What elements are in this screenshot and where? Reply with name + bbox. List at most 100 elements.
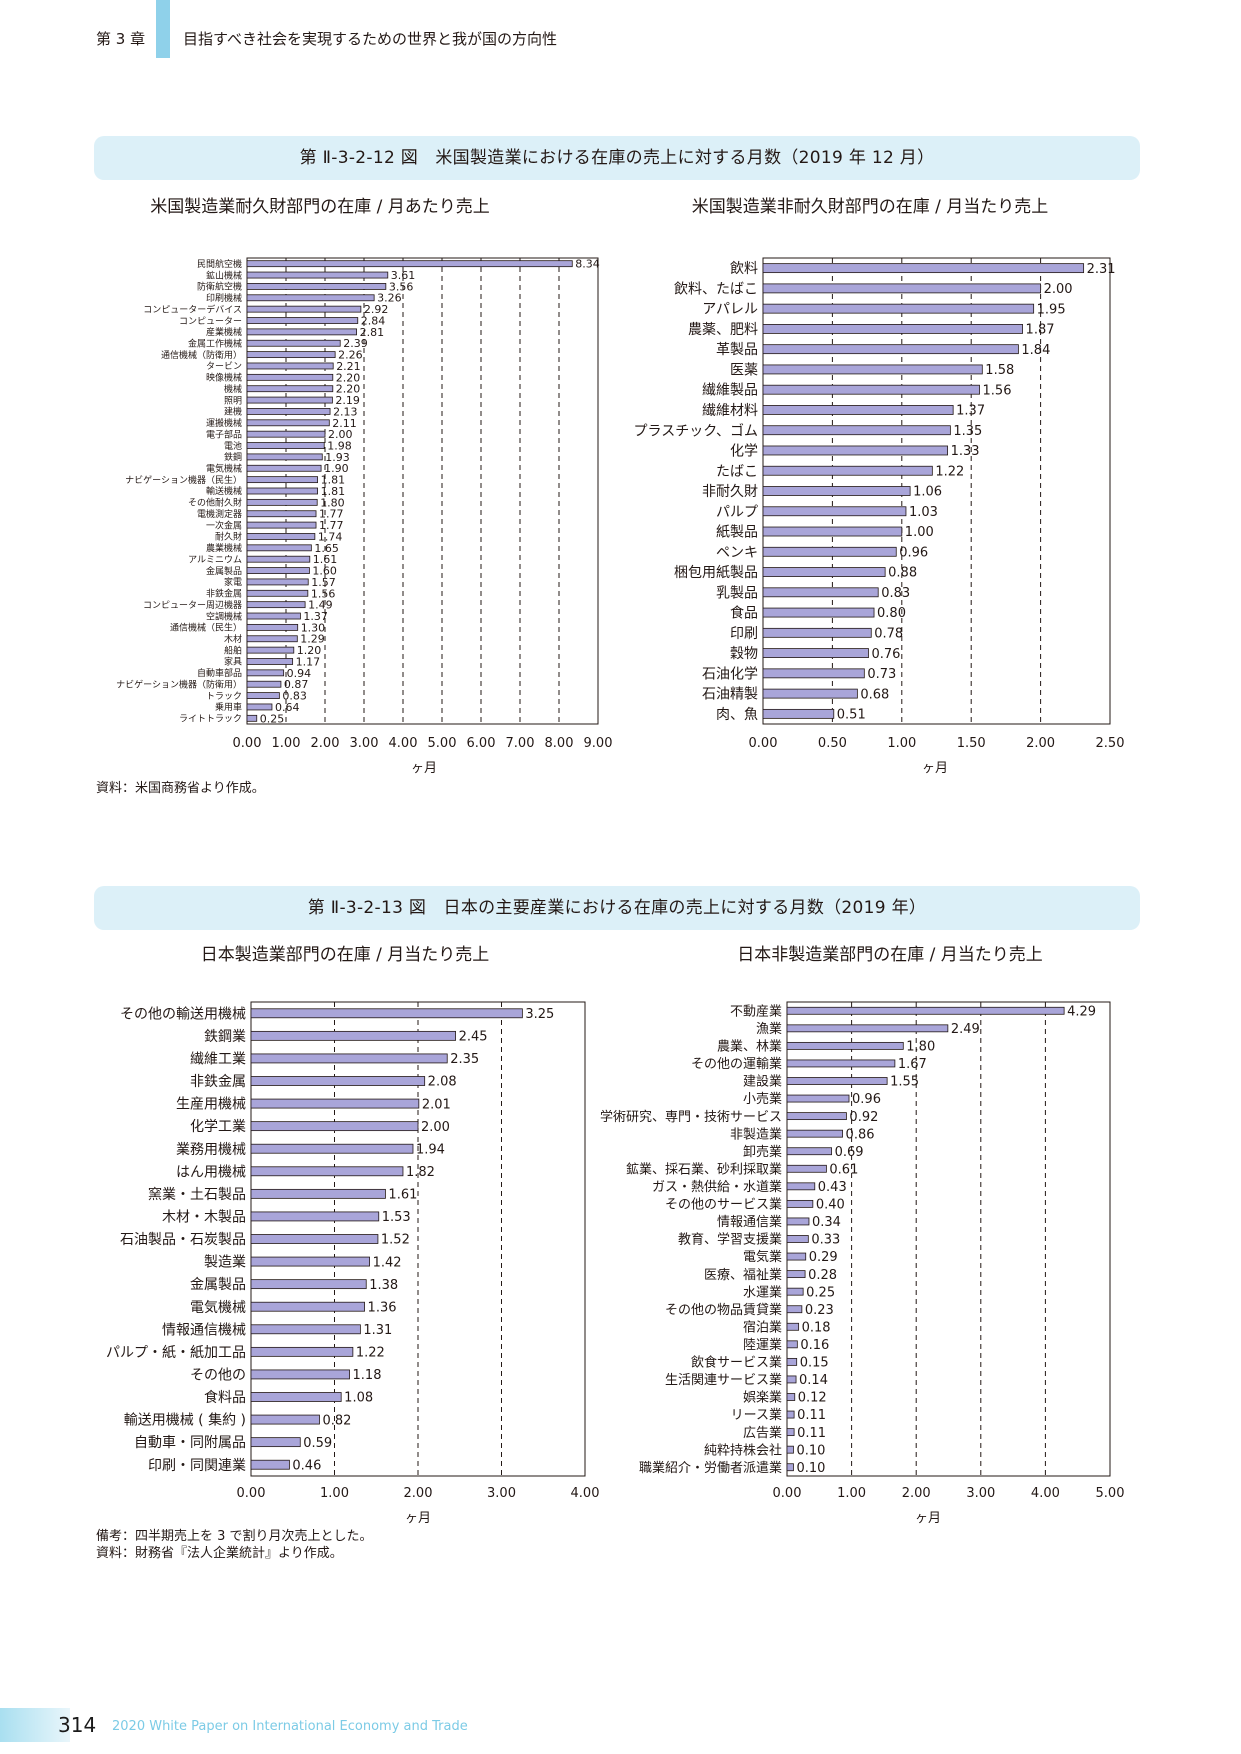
value-label: 1.20: [297, 644, 322, 657]
category-label: 空調機械: [206, 610, 242, 622]
value-label: 0.46: [292, 1458, 321, 1473]
value-label: 0.73: [867, 667, 896, 682]
value-label: 1.98: [327, 439, 352, 452]
x-tick-label: 1.00: [272, 736, 301, 751]
bar: [762, 668, 865, 679]
value-label: 1.90: [324, 462, 349, 475]
bar: [762, 425, 951, 436]
figure2-title: 第 Ⅱ-3-2-13 図 日本の主要産業における在庫の売上に対する月数（2019…: [94, 886, 1140, 930]
bar: [250, 1256, 370, 1267]
category-label: アルミニウム: [188, 554, 242, 565]
chart-us-durable: 0.00 1.00 2.00 3.00 4.00 5.00 6.00 7.00 8.00 9.00…: [116, 257, 612, 776]
value-label: 1.81: [321, 474, 346, 487]
figure2-source: 資料：財務省『法人企業統計』より作成。: [96, 1546, 343, 1561]
bar: [786, 1428, 795, 1437]
bar: [246, 669, 285, 677]
category-label: 繊維製品: [702, 383, 758, 399]
value-label: 0.11: [797, 1426, 826, 1441]
category-label: ペンキ: [716, 545, 758, 561]
bar: [786, 1252, 807, 1261]
category-label: 穀物: [730, 646, 758, 662]
value-label: 1.80: [906, 1040, 935, 1055]
value-label: 1.56: [983, 383, 1012, 398]
bar: [786, 1235, 809, 1243]
figure1-title: 第 Ⅱ-3-2-12 図 米国製造業における在庫の売上に対する月数（2019 年…: [94, 136, 1140, 180]
value-label: 2.39: [343, 337, 368, 350]
bar: [786, 1305, 803, 1314]
value-label: 1.06: [913, 485, 942, 500]
bar: [762, 648, 869, 658]
chart3-title: 日本製造業部門の在庫 / 月当たり売上: [200, 945, 490, 965]
bar: [786, 1340, 798, 1349]
bar: [250, 1234, 379, 1244]
category-label: 鉱業、採石業、砂利採取業: [626, 1161, 782, 1177]
category-label: 木材: [224, 633, 242, 645]
category-label: リース業: [731, 1407, 782, 1423]
bar: [250, 1301, 365, 1312]
chapter-label: 第 3 章: [96, 30, 146, 48]
bar: [246, 442, 325, 449]
value-label: 0.34: [812, 1215, 841, 1230]
bar: [762, 627, 872, 638]
value-label: 1.87: [1026, 323, 1055, 338]
value-label: 2.84: [361, 314, 386, 327]
bar: [762, 405, 954, 415]
category-label: 繊維材料: [702, 403, 758, 419]
category-label: 情報通信業: [717, 1214, 782, 1230]
value-label: 1.60: [312, 565, 337, 578]
bar: [246, 521, 317, 529]
category-label: 飲料、たばこ: [674, 281, 758, 297]
category-label: 乳製品: [716, 585, 758, 601]
bar: [762, 364, 983, 375]
category-label: 宿泊業: [743, 1319, 782, 1335]
bar: [786, 1322, 800, 1331]
category-label: 業務用機械: [176, 1142, 246, 1158]
bar: [786, 1410, 795, 1419]
value-label: 0.25: [260, 712, 285, 725]
chart2-title: 米国製造業非耐久財部門の在庫 / 月当たり売上: [691, 197, 1049, 217]
value-label: 1.55: [890, 1075, 919, 1090]
value-label: 1.95: [1037, 302, 1066, 317]
chart1-title: 米国製造業耐久財部門の在庫 / 月あたり売上: [150, 197, 490, 217]
category-label: 革製品: [716, 342, 758, 358]
category-label: はん用機械: [176, 1164, 246, 1180]
bar: [762, 263, 1085, 274]
category-label: その他の輸送用機械: [120, 1006, 246, 1022]
x-tick-label: 2.00: [1026, 736, 1055, 751]
x-tick-label: 2.00: [902, 1486, 931, 1501]
value-label: 0.23: [805, 1303, 834, 1318]
value-label: 1.30: [301, 621, 326, 634]
category-label: 繊維工業: [190, 1051, 246, 1067]
value-label: 1.77: [319, 519, 344, 532]
category-label: 生活関連サービス業: [665, 1372, 782, 1388]
bar: [246, 658, 294, 665]
bar: [246, 294, 375, 302]
value-label: 2.81: [360, 326, 385, 339]
value-label: 2.45: [459, 1030, 488, 1045]
bar: [762, 546, 897, 557]
bar: [786, 1077, 888, 1085]
bar: [246, 419, 330, 427]
category-label: 電気機械: [190, 1300, 246, 1316]
bar: [246, 544, 312, 552]
category-label: その他のサービス業: [665, 1197, 782, 1213]
category-label: 農業、林業: [717, 1039, 782, 1055]
category-label: 石油化学: [702, 666, 758, 682]
value-label: 1.22: [935, 464, 964, 479]
category-label: 電子部品: [206, 428, 242, 440]
value-label: 3.61: [391, 269, 416, 282]
x-tick-label: 0.00: [773, 1486, 802, 1501]
category-label: 電気業: [743, 1249, 782, 1265]
category-label: 化学工業: [190, 1119, 246, 1135]
value-label: 0.12: [798, 1391, 827, 1406]
bar: [246, 635, 298, 643]
x-tick-label: 0.00: [237, 1486, 266, 1501]
value-label: 1.49: [308, 599, 333, 612]
category-label: その他の運輸業: [691, 1056, 782, 1072]
bar: [246, 260, 573, 268]
category-label: 医薬: [730, 362, 758, 378]
category-label: 農業機械: [206, 542, 242, 554]
category-label: 映像機械: [206, 372, 242, 384]
x-tick-label: 5.00: [1096, 1486, 1125, 1501]
bar: [762, 486, 911, 496]
